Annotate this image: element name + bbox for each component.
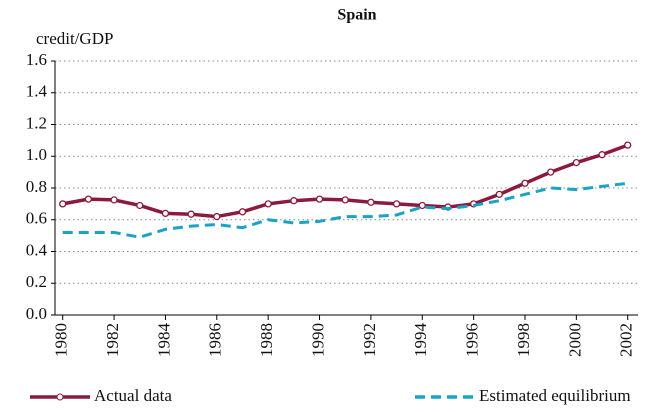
x-tick-label: 1984 [154,323,173,358]
series-line [62,143,629,219]
y-tick-label: 0.2 [26,272,47,291]
y-tick-label: 1.6 [26,50,47,69]
data-point [547,168,555,176]
x-tick-label: 1986 [206,323,225,357]
data-point [418,201,426,210]
data-point [315,195,324,203]
data-point [238,208,247,216]
data-point [161,209,170,218]
x-tick-label: 1994 [411,323,430,358]
data-point [187,210,195,218]
series-line [62,181,628,239]
y-tick-label: 0.8 [26,177,47,196]
data-point [110,196,118,204]
y-tick-label: 0.4 [26,240,48,259]
data-point [341,196,349,204]
x-tick-label: 1988 [257,323,276,357]
x-tick-label: 1990 [308,323,327,357]
data-point [572,158,581,167]
y-tick-label: 0.0 [26,304,47,323]
x-tick-label: 2000 [565,323,584,357]
data-point [367,198,375,206]
x-tick-label: 1996 [463,323,482,357]
legend-marker [56,393,64,401]
x-tick-label: 1998 [514,323,533,357]
data-point [59,200,67,208]
x-tick-label: 2002 [617,323,636,357]
data-point [392,200,401,208]
data-point [598,151,606,159]
y-axis-label: credit/GDP [36,29,113,48]
data-point [136,201,144,210]
legend-label: Actual data [94,386,172,405]
data-point [624,141,632,149]
x-tick-label: 1992 [360,323,379,357]
data-point [213,212,221,221]
chart-title: Spain [337,7,376,24]
y-tick-label: 1.2 [26,113,47,132]
x-tick-label: 1980 [52,323,71,357]
data-point [290,197,298,205]
legend-label: Estimated equilibrium [479,386,631,405]
data-point [84,195,93,203]
data-point [495,190,503,199]
x-tick-label: 1982 [103,323,122,357]
y-tick-label: 0.6 [26,209,47,228]
y-tick-label: 1.0 [26,145,47,164]
y-tick-label: 1.4 [26,82,48,101]
data-point [264,200,272,208]
data-point [521,179,529,187]
